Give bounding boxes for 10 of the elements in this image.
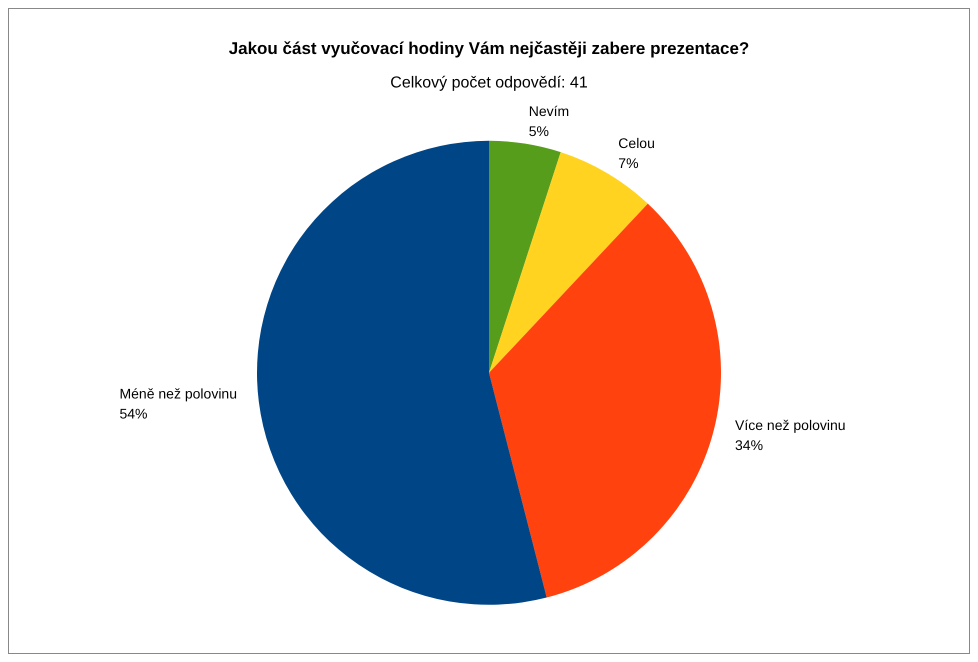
data-label: 7% [618, 155, 639, 172]
data-label: 5% [528, 122, 549, 139]
data-label: 54% [119, 405, 148, 422]
data-label: 34% [735, 436, 764, 453]
slice-label: Celou [618, 135, 655, 152]
slice-label: Nevím [528, 102, 570, 119]
slice-label: Méně než polovinu [119, 385, 238, 402]
chart-title: Jakou část vyučovací hodiny Vám nejčastěji zabere prezentace? [228, 38, 750, 58]
chart-subtitle: Celkový počet odpovědí: 41 [390, 74, 588, 92]
slice-label: Více než polovinu [735, 416, 846, 433]
